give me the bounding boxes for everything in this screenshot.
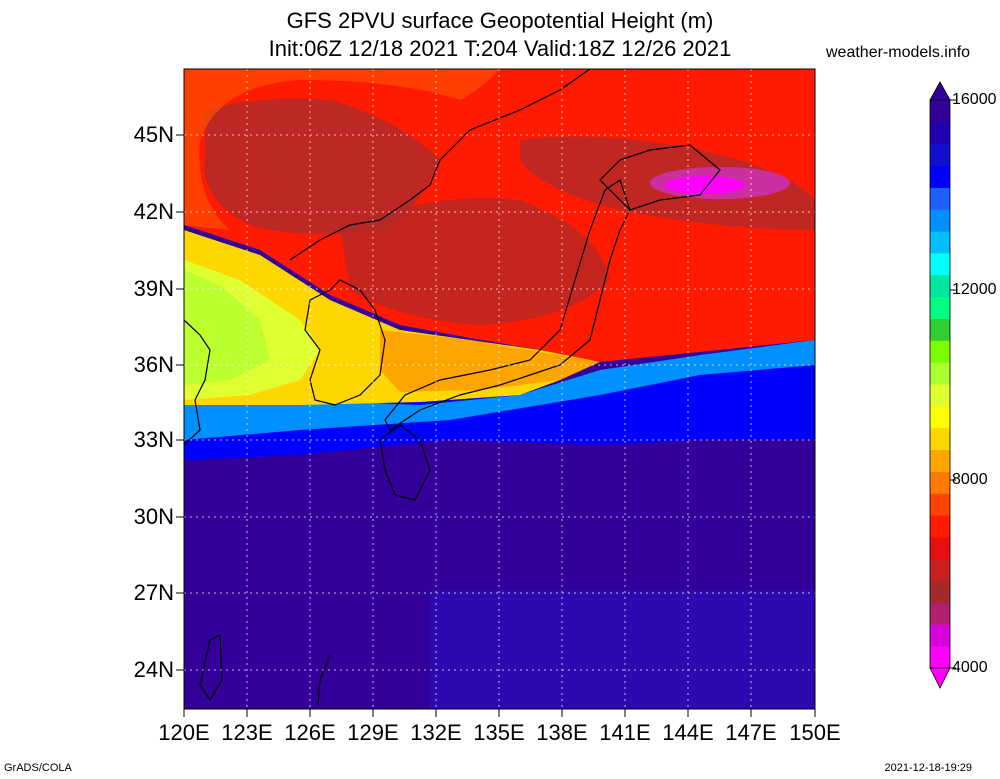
colorbar-label-12000: 12000 (952, 281, 997, 298)
field-min-inner (665, 176, 745, 194)
footer-timestamp: 2021-12-18-19:29 (884, 762, 972, 774)
field-core-west (204, 98, 440, 234)
lon-label-123e: 123E (221, 720, 273, 745)
source-site: weather-models.info (826, 44, 971, 61)
lon-label-135e: 135E (473, 720, 525, 745)
field-band-cyan (184, 340, 815, 440)
lon-label-138e: 138E (536, 720, 588, 745)
coast-asia (289, 69, 591, 261)
footer-software: GrADS/COLA (4, 762, 72, 774)
map-title: GFS 2PVU surface Geopotential Height (m) (286, 8, 714, 33)
lat-label-36n: 36N (133, 352, 174, 377)
coast-china (184, 319, 211, 446)
colorbar-label-8000: 8000 (952, 471, 988, 488)
field-core-center (340, 198, 610, 325)
lat-label-27n: 27N (133, 580, 174, 605)
lon-label-144e: 144E (662, 720, 714, 745)
coast-taiwan (199, 634, 223, 702)
lat-label-45n: 45N (133, 122, 174, 147)
coast-ryukyu (317, 654, 331, 706)
lon-label-150e: 150E (789, 720, 841, 745)
lat-label-39n: 39N (133, 276, 174, 301)
field-blue-patch (430, 590, 815, 709)
lon-label-147e: 147E (725, 720, 777, 745)
coast-hokkaido (599, 144, 721, 211)
lat-label-30n: 30N (133, 504, 174, 529)
lat-label-33n: 33N (133, 427, 174, 452)
field-swirl (184, 69, 500, 230)
map-subtitle: Init:06Z 12/18 2021 T:204 Valid:18Z 12/2… (268, 36, 732, 61)
lon-label-120e: 120E (158, 720, 210, 745)
lat-label-42n: 42N (133, 199, 174, 224)
coast-kyushu (379, 424, 431, 501)
field-orange (380, 330, 600, 392)
lon-label-129e: 129E (347, 720, 399, 745)
coastlines (184, 69, 721, 706)
lat-label-24n: 24N (133, 657, 174, 682)
grid (184, 69, 815, 709)
lon-label-132e: 132E (410, 720, 462, 745)
lon-label-126e: 126E (284, 720, 336, 745)
colorbar-label-4000: 4000 (952, 659, 988, 676)
coast-korea (304, 279, 386, 406)
colorbar-label-16000: 16000 (952, 91, 997, 108)
tick-marks (176, 134, 816, 717)
field-green (184, 270, 270, 385)
lon-label-141e: 141E (599, 720, 651, 745)
